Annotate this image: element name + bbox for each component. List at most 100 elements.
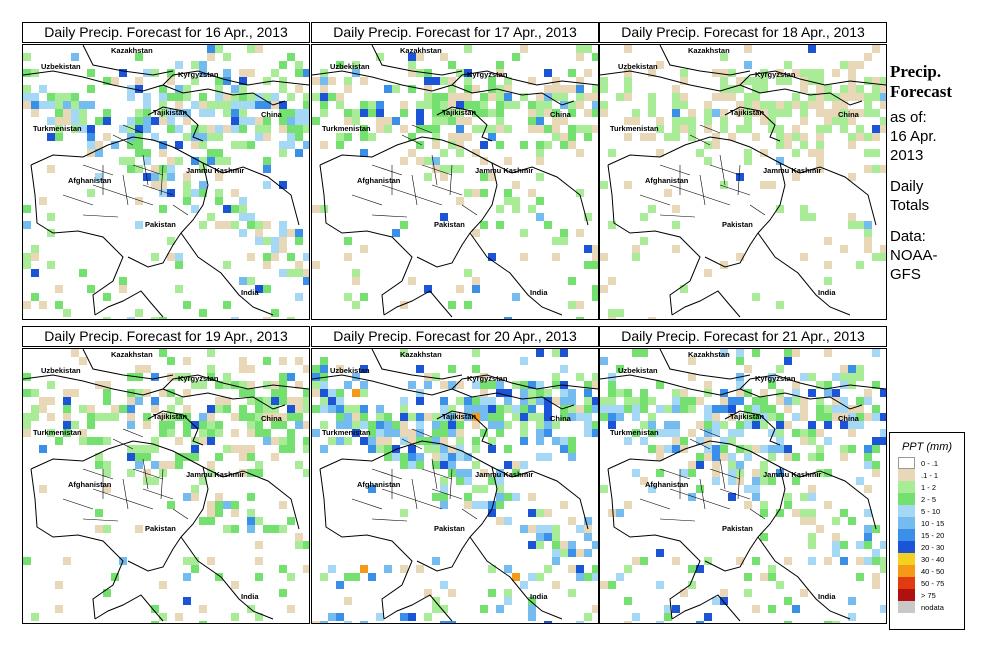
precip-cell xyxy=(31,253,39,261)
precip-cell xyxy=(856,221,864,229)
precip-cell xyxy=(424,589,432,597)
precip-cell xyxy=(255,221,263,229)
precip-cell xyxy=(736,421,744,429)
boundary-line xyxy=(607,468,701,620)
precip-cell xyxy=(207,101,215,109)
boundary-line xyxy=(94,290,164,318)
precip-cell xyxy=(560,389,568,397)
region-label: Kazakhstan xyxy=(688,46,730,55)
precip-cell xyxy=(520,389,528,397)
precip-cell xyxy=(400,301,408,309)
region-label: Jammu Kashmir xyxy=(186,470,244,479)
legend-label: 30 - 40 xyxy=(921,554,945,564)
precip-cell xyxy=(344,117,352,125)
precip-cell xyxy=(247,381,255,389)
precip-cell xyxy=(696,149,704,157)
precip-cell xyxy=(456,109,464,117)
precip-cell xyxy=(608,581,616,589)
precip-cell xyxy=(592,381,598,389)
precip-cell xyxy=(432,413,440,421)
precip-cell xyxy=(720,405,728,413)
precip-cell xyxy=(496,469,504,477)
boundary-line xyxy=(679,458,766,520)
precip-cell xyxy=(768,477,776,485)
precip-cell xyxy=(640,213,648,221)
precip-cell xyxy=(416,53,424,61)
precip-cell xyxy=(440,605,448,613)
precip-cell xyxy=(175,613,183,621)
legend-swatch xyxy=(898,601,915,613)
precip-cell xyxy=(207,405,215,413)
precip-cell xyxy=(792,389,800,397)
precip-cell xyxy=(648,485,656,493)
precip-cell xyxy=(480,429,488,437)
precip-cell xyxy=(560,133,568,141)
precip-cell xyxy=(303,437,309,445)
precip-cell xyxy=(312,117,320,125)
precip-cell xyxy=(632,245,640,253)
precip-cell xyxy=(263,237,271,245)
precip-cell xyxy=(536,125,544,133)
precip-cell xyxy=(552,549,560,557)
precip-cell xyxy=(456,93,464,101)
precip-cell xyxy=(424,125,432,133)
precip-cell xyxy=(263,165,271,173)
precip-cell xyxy=(303,141,309,149)
precip-cell xyxy=(271,453,279,461)
precip-cell xyxy=(744,117,752,125)
precip-cell xyxy=(424,85,432,93)
precip-cell xyxy=(279,525,287,533)
precip-cell xyxy=(576,45,584,53)
precip-cell xyxy=(79,437,87,445)
precip-cell xyxy=(352,413,360,421)
region-label: Kyrgyzstan xyxy=(467,70,508,79)
precip-cell xyxy=(496,69,504,77)
precip-cell xyxy=(856,557,864,565)
precip-cell xyxy=(344,621,352,623)
precip-cell xyxy=(279,269,287,277)
precip-cell xyxy=(303,269,309,277)
precip-cell xyxy=(39,85,47,93)
precip-cell xyxy=(143,421,151,429)
precip-cell xyxy=(800,213,808,221)
precip-cell xyxy=(568,133,576,141)
precip-cell xyxy=(448,589,456,597)
precip-cell xyxy=(536,157,544,165)
precip-cell xyxy=(672,437,680,445)
precip-cell xyxy=(360,389,368,397)
precip-cell xyxy=(696,437,704,445)
precip-cell xyxy=(47,229,55,237)
precip-cell xyxy=(408,453,416,461)
precip-cell xyxy=(520,413,528,421)
precip-cell xyxy=(263,101,271,109)
precip-cell xyxy=(592,541,598,549)
precip-cell xyxy=(360,133,368,141)
precip-cell xyxy=(624,565,632,573)
precip-cell xyxy=(872,461,880,469)
precip-cell xyxy=(864,101,872,109)
precip-cell xyxy=(352,573,360,581)
precip-cell xyxy=(880,117,886,125)
precip-cell xyxy=(23,101,31,109)
precip-cell xyxy=(560,437,568,445)
precip-cell xyxy=(808,93,816,101)
precip-cell xyxy=(536,349,544,357)
precip-cell xyxy=(792,453,800,461)
precip-cell xyxy=(776,445,784,453)
precip-cell xyxy=(440,397,448,405)
precip-cell xyxy=(568,453,576,461)
precip-cell xyxy=(824,405,832,413)
precip-cell xyxy=(344,293,352,301)
precip-cell xyxy=(440,173,448,181)
precip-cell xyxy=(488,501,496,509)
precip-cell xyxy=(231,205,239,213)
precip-cell xyxy=(191,61,199,69)
precip-cell xyxy=(87,133,95,141)
precip-cell xyxy=(271,525,279,533)
precip-cell xyxy=(680,101,688,109)
precip-cell xyxy=(151,133,159,141)
legend-title: PPT (mm) xyxy=(901,441,953,453)
precip-cell xyxy=(159,149,167,157)
precip-cell xyxy=(576,317,584,319)
